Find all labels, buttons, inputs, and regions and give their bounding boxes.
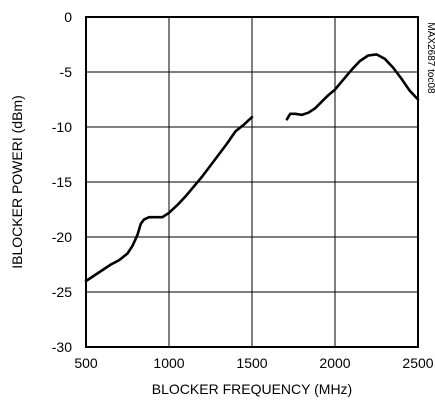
x-axis-title: BLOCKER FREQUENCY (MHz) (152, 381, 352, 397)
figure-code-label: MAX2687 toc08 (425, 22, 435, 94)
y-tick-label: 0 (64, 9, 72, 25)
y-tick-label: -20 (52, 229, 72, 245)
y-axis-title: IBLOCKER POWERI (dBm) (9, 95, 25, 268)
y-tick-label: -30 (52, 339, 72, 355)
y-tick-labels: 0 -5 -10 -15 -20 -25 -30 (52, 9, 72, 355)
x-tick-label: 500 (74, 355, 98, 371)
y-tick-label: -10 (52, 119, 72, 135)
plot-frame (85, 16, 419, 348)
x-tick-label: 2000 (319, 355, 350, 371)
data-lines (84, 53, 420, 283)
x-tick-labels: 500 1000 1500 2000 2500 (74, 355, 433, 371)
x-tick-label: 1000 (153, 355, 184, 371)
grid-lines (86, 17, 418, 347)
series-line-segment-2 (285, 53, 420, 121)
y-tick-label: -15 (52, 174, 72, 190)
y-tick-label: -25 (52, 284, 72, 300)
x-tick-label: 2500 (402, 355, 433, 371)
y-tick-label: -5 (60, 64, 73, 80)
series-line-segment-1 (84, 115, 254, 283)
x-tick-label: 1500 (236, 355, 267, 371)
